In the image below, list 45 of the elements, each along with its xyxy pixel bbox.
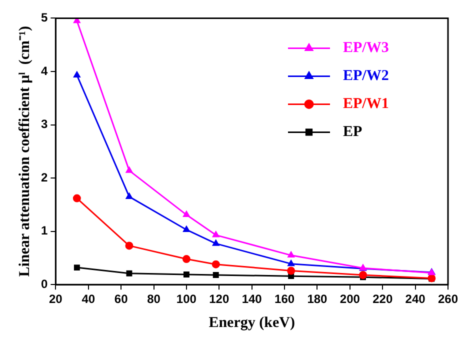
point <box>288 251 295 258</box>
point <box>126 270 132 276</box>
x-tick-label: 60 <box>114 292 128 306</box>
point <box>212 240 220 246</box>
x-tick-label: 200 <box>340 292 360 306</box>
point <box>74 264 80 271</box>
y-axis-title: Linear attenuation coefficient μˡ (cm⁻¹) <box>16 26 33 277</box>
y-tick-label: 3 <box>40 117 48 132</box>
point <box>72 194 81 202</box>
x-axis-title: Energy (keV) <box>208 314 295 331</box>
point <box>183 272 190 278</box>
point <box>73 71 80 78</box>
point <box>126 166 133 173</box>
x-tick-label: 80 <box>147 292 161 306</box>
x-tick-label: 260 <box>438 292 458 306</box>
y-tick-label: 2 <box>40 170 48 184</box>
x-tick-label: 140 <box>242 292 262 306</box>
x-tick-label: 220 <box>372 292 393 306</box>
x-tick-label: 120 <box>209 292 230 306</box>
point <box>125 242 134 250</box>
x-tick-label: 100 <box>176 292 197 306</box>
point <box>212 260 220 268</box>
point <box>126 192 133 199</box>
x-tick-label: 40 <box>82 292 96 306</box>
x-tick-label: 20 <box>48 292 63 306</box>
point <box>182 210 190 218</box>
point <box>182 255 190 264</box>
point <box>182 226 190 232</box>
legend-label: EP <box>343 124 362 140</box>
point <box>212 231 220 238</box>
y-tick-label: 1 <box>40 224 48 238</box>
x-tick-label: 160 <box>274 292 295 306</box>
point <box>358 271 367 280</box>
point <box>288 260 295 266</box>
legend-label: EP/W3 <box>343 40 389 56</box>
point <box>212 272 219 278</box>
x-tick-label: 240 <box>405 292 426 306</box>
y-tick-label: 0 <box>40 276 48 291</box>
legend-label: EP/W1 <box>343 96 389 112</box>
y-tick-label: 4 <box>40 64 48 78</box>
point <box>287 266 296 275</box>
point <box>73 18 80 24</box>
y-tick-label: 5 <box>40 10 48 25</box>
legend-label: EP/W2 <box>343 68 389 84</box>
x-tick-label: 180 <box>307 292 328 306</box>
